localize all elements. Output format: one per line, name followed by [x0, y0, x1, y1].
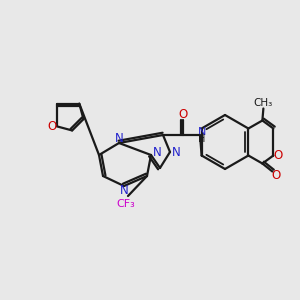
Text: N: N — [120, 184, 128, 197]
Text: O: O — [47, 120, 56, 133]
Text: H: H — [198, 134, 206, 144]
Text: O: O — [178, 107, 188, 121]
Text: N: N — [115, 131, 123, 145]
Text: O: O — [274, 149, 283, 162]
Text: N: N — [172, 146, 180, 158]
Text: N: N — [198, 127, 206, 137]
Text: CF₃: CF₃ — [117, 199, 135, 209]
Text: N: N — [153, 146, 161, 160]
Text: CH₃: CH₃ — [254, 98, 273, 107]
Text: O: O — [272, 169, 281, 182]
